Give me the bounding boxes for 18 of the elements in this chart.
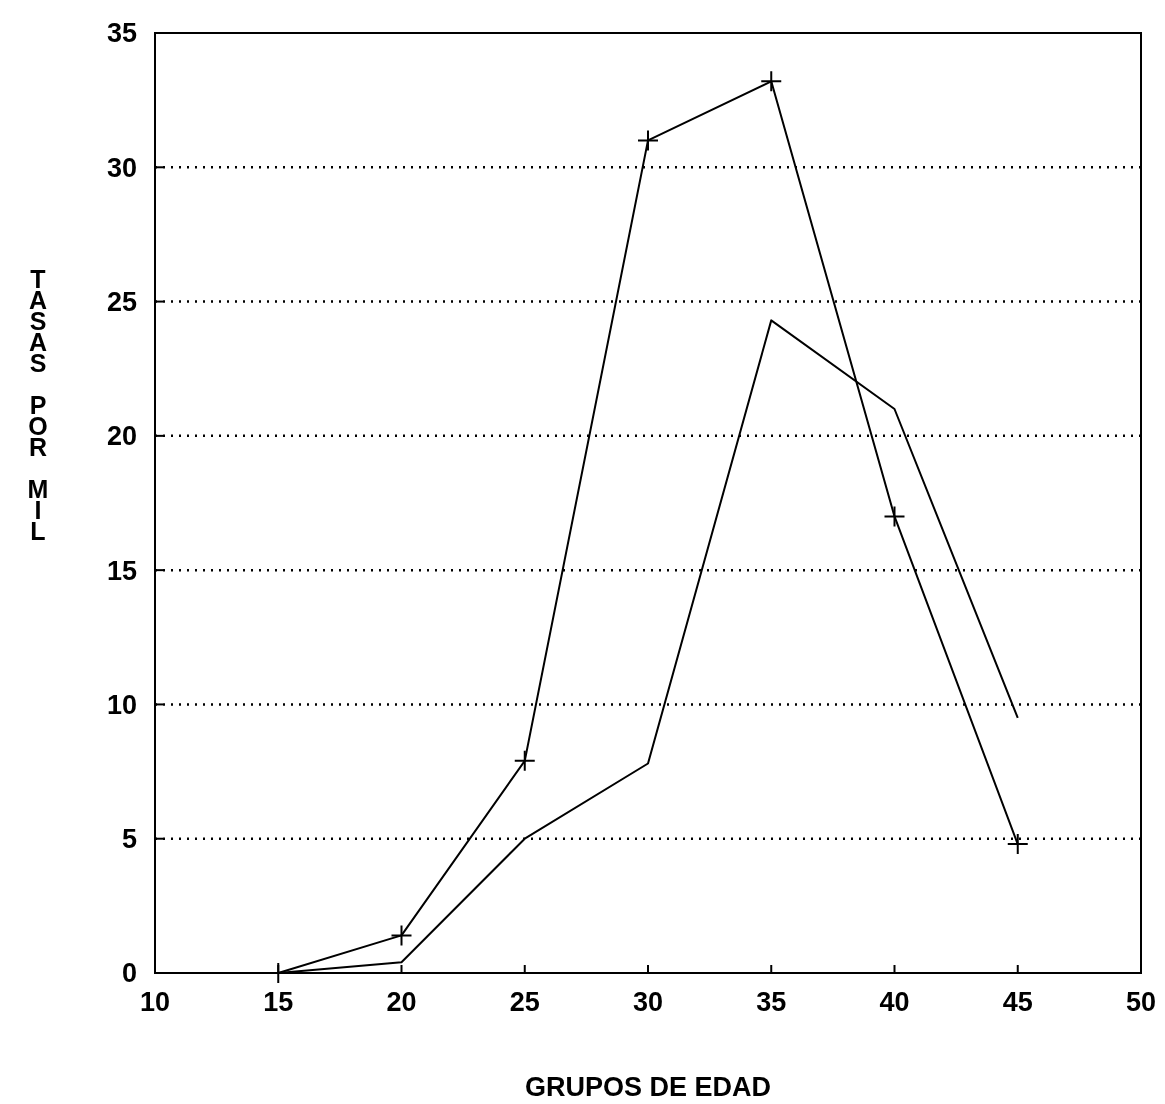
- y-tick-label: 5: [121, 824, 137, 855]
- x-tick-label: 40: [879, 987, 910, 1017]
- x-tick-label: 15: [263, 987, 294, 1017]
- text: TASAS POR MIL: [27, 265, 49, 545]
- y-tick-label: 30: [106, 152, 137, 183]
- y-tick-label: 35: [106, 18, 137, 49]
- x-axis-title: GRUPOS DE EDAD: [524, 1072, 772, 1102]
- x-tick-label: 50: [1125, 987, 1157, 1017]
- y-tick-label: 0: [121, 958, 137, 989]
- x-tick-label: 45: [1002, 987, 1033, 1017]
- x-tick-label: 25: [509, 987, 540, 1017]
- y-tick-label: 10: [106, 689, 137, 720]
- x-tick-label: 30: [632, 987, 664, 1017]
- y-tick-label: 20: [106, 421, 137, 452]
- x-tick-label: 20: [386, 987, 417, 1017]
- y-tick-label: 25: [106, 287, 137, 318]
- y-tick-label: 15: [106, 555, 137, 586]
- x-tick-label: 35: [756, 987, 787, 1017]
